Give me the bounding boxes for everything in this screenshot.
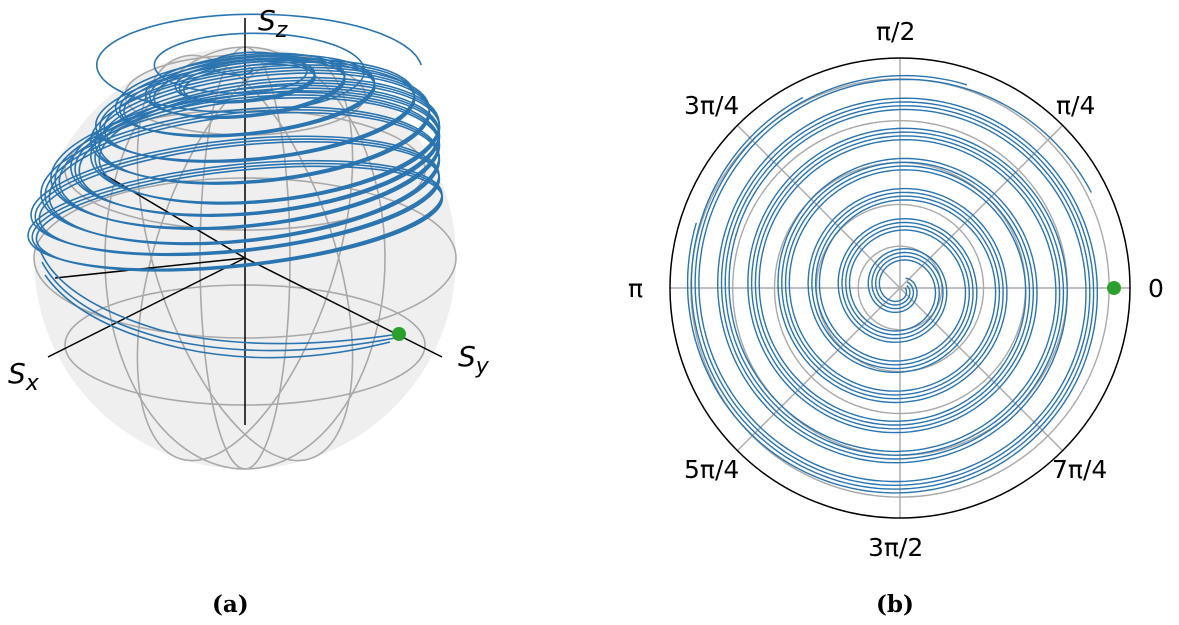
sx-axis	[47, 257, 246, 358]
sphere-grid-meridian	[136, 54, 354, 462]
panel-b-caption: (b)	[876, 591, 914, 618]
angle-label-0: 0	[1148, 274, 1164, 303]
angle-label-3pi-2: 3π/2	[868, 533, 923, 562]
polar-trajectory-spiral	[694, 74, 1091, 487]
bloch-sphere-panel: Sz Sx Sy (a)	[8, 4, 490, 618]
angle-label-pi-4: π/4	[1056, 91, 1095, 120]
angle-label-3pi-4: 3π/4	[684, 91, 739, 120]
angle-label-pi: π	[628, 274, 643, 303]
initial-state-marker	[1107, 281, 1121, 295]
panel-a-caption: (a)	[212, 591, 249, 618]
sphere-trajectory-lower-arc	[41, 261, 396, 352]
sphere-grid-meridian	[136, 54, 354, 462]
polar-trajectory	[686, 74, 1098, 494]
polar-grid	[670, 58, 1130, 518]
polar-trajectory-spiral	[690, 96, 1095, 490]
angle-label-7pi-4: 7π/4	[1052, 455, 1107, 484]
sphere-trajectory-ring	[35, 165, 444, 272]
sphere-trajectory-ring	[48, 111, 441, 246]
sphere-trajectory-lower-arc	[39, 249, 400, 345]
angle-tick-labels: 0 π/4 π/2 3π/4 π 5π/4 3π/2 7π/4	[628, 17, 1164, 562]
sy-axis-label: Sy	[458, 340, 490, 379]
polar-panel: 0 π/4 π/2 3π/4 π 5π/4 3π/2 7π/4 (b)	[628, 17, 1164, 618]
sphere-trajectory-ring	[98, 82, 441, 205]
polar-trajectory-spiral	[686, 97, 1098, 494]
sphere-trajectory-lower-arc	[44, 274, 391, 359]
angle-label-pi-2: π/2	[876, 17, 915, 46]
sphere-trajectory-ring	[38, 141, 441, 257]
sx-axis-label: Sx	[8, 357, 40, 396]
polar-trajectory-spiral	[698, 78, 1093, 483]
sz-axis-label: Sz	[258, 4, 288, 43]
sy-axis	[244, 257, 443, 358]
sy-axis-back	[54, 257, 246, 279]
sphere-trajectory	[27, 13, 444, 359]
initial-state-marker	[392, 327, 406, 341]
polar-frame	[669, 57, 1131, 519]
angle-label-5pi-4: 5π/4	[684, 455, 739, 484]
